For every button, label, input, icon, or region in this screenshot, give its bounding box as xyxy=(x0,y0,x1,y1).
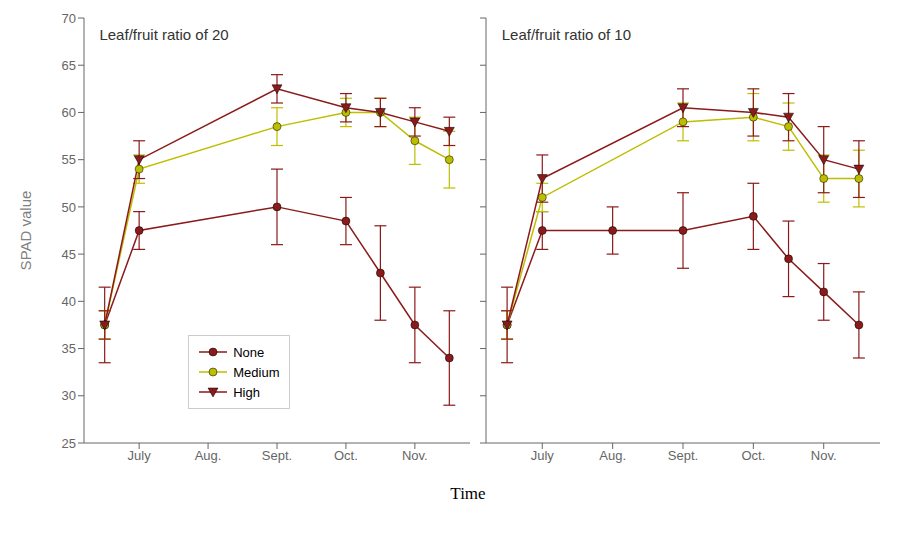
svg-text:40: 40 xyxy=(62,294,76,309)
svg-text:Sept.: Sept. xyxy=(668,448,698,463)
html-text:Leaf/fruit ratio of 20: Leaf/fruit ratio of 20 xyxy=(99,26,229,43)
svg-text:25: 25 xyxy=(62,436,76,451)
svg-text:55: 55 xyxy=(62,152,76,167)
html-text:High: High xyxy=(233,384,260,400)
html-text:Leaf/fruit ratio of 10: Leaf/fruit ratio of 10 xyxy=(501,26,631,43)
svg-text:Aug.: Aug. xyxy=(599,448,626,463)
html-text:Time: Time xyxy=(450,484,486,503)
svg-text:SPAD value: SPAD value xyxy=(17,191,34,271)
svg-text:Aug.: Aug. xyxy=(195,448,222,463)
svg-text:July: July xyxy=(128,448,152,463)
html-text:Medium: Medium xyxy=(233,364,280,380)
svg-text:35: 35 xyxy=(62,341,76,356)
svg-text:Nov.: Nov. xyxy=(402,448,428,463)
svg-text:45: 45 xyxy=(62,247,76,262)
svg-text:65: 65 xyxy=(62,58,76,73)
svg-text:30: 30 xyxy=(62,388,76,403)
svg-text:Oct.: Oct. xyxy=(334,448,358,463)
html-text:None: None xyxy=(233,344,265,360)
svg-text:50: 50 xyxy=(62,200,76,215)
svg-text:70: 70 xyxy=(62,11,76,26)
svg-text:Nov.: Nov. xyxy=(811,448,837,463)
svg-text:Oct.: Oct. xyxy=(741,448,765,463)
svg-text:60: 60 xyxy=(62,105,76,120)
svg-text:Sept.: Sept. xyxy=(262,448,292,463)
svg-text:July: July xyxy=(531,448,555,463)
